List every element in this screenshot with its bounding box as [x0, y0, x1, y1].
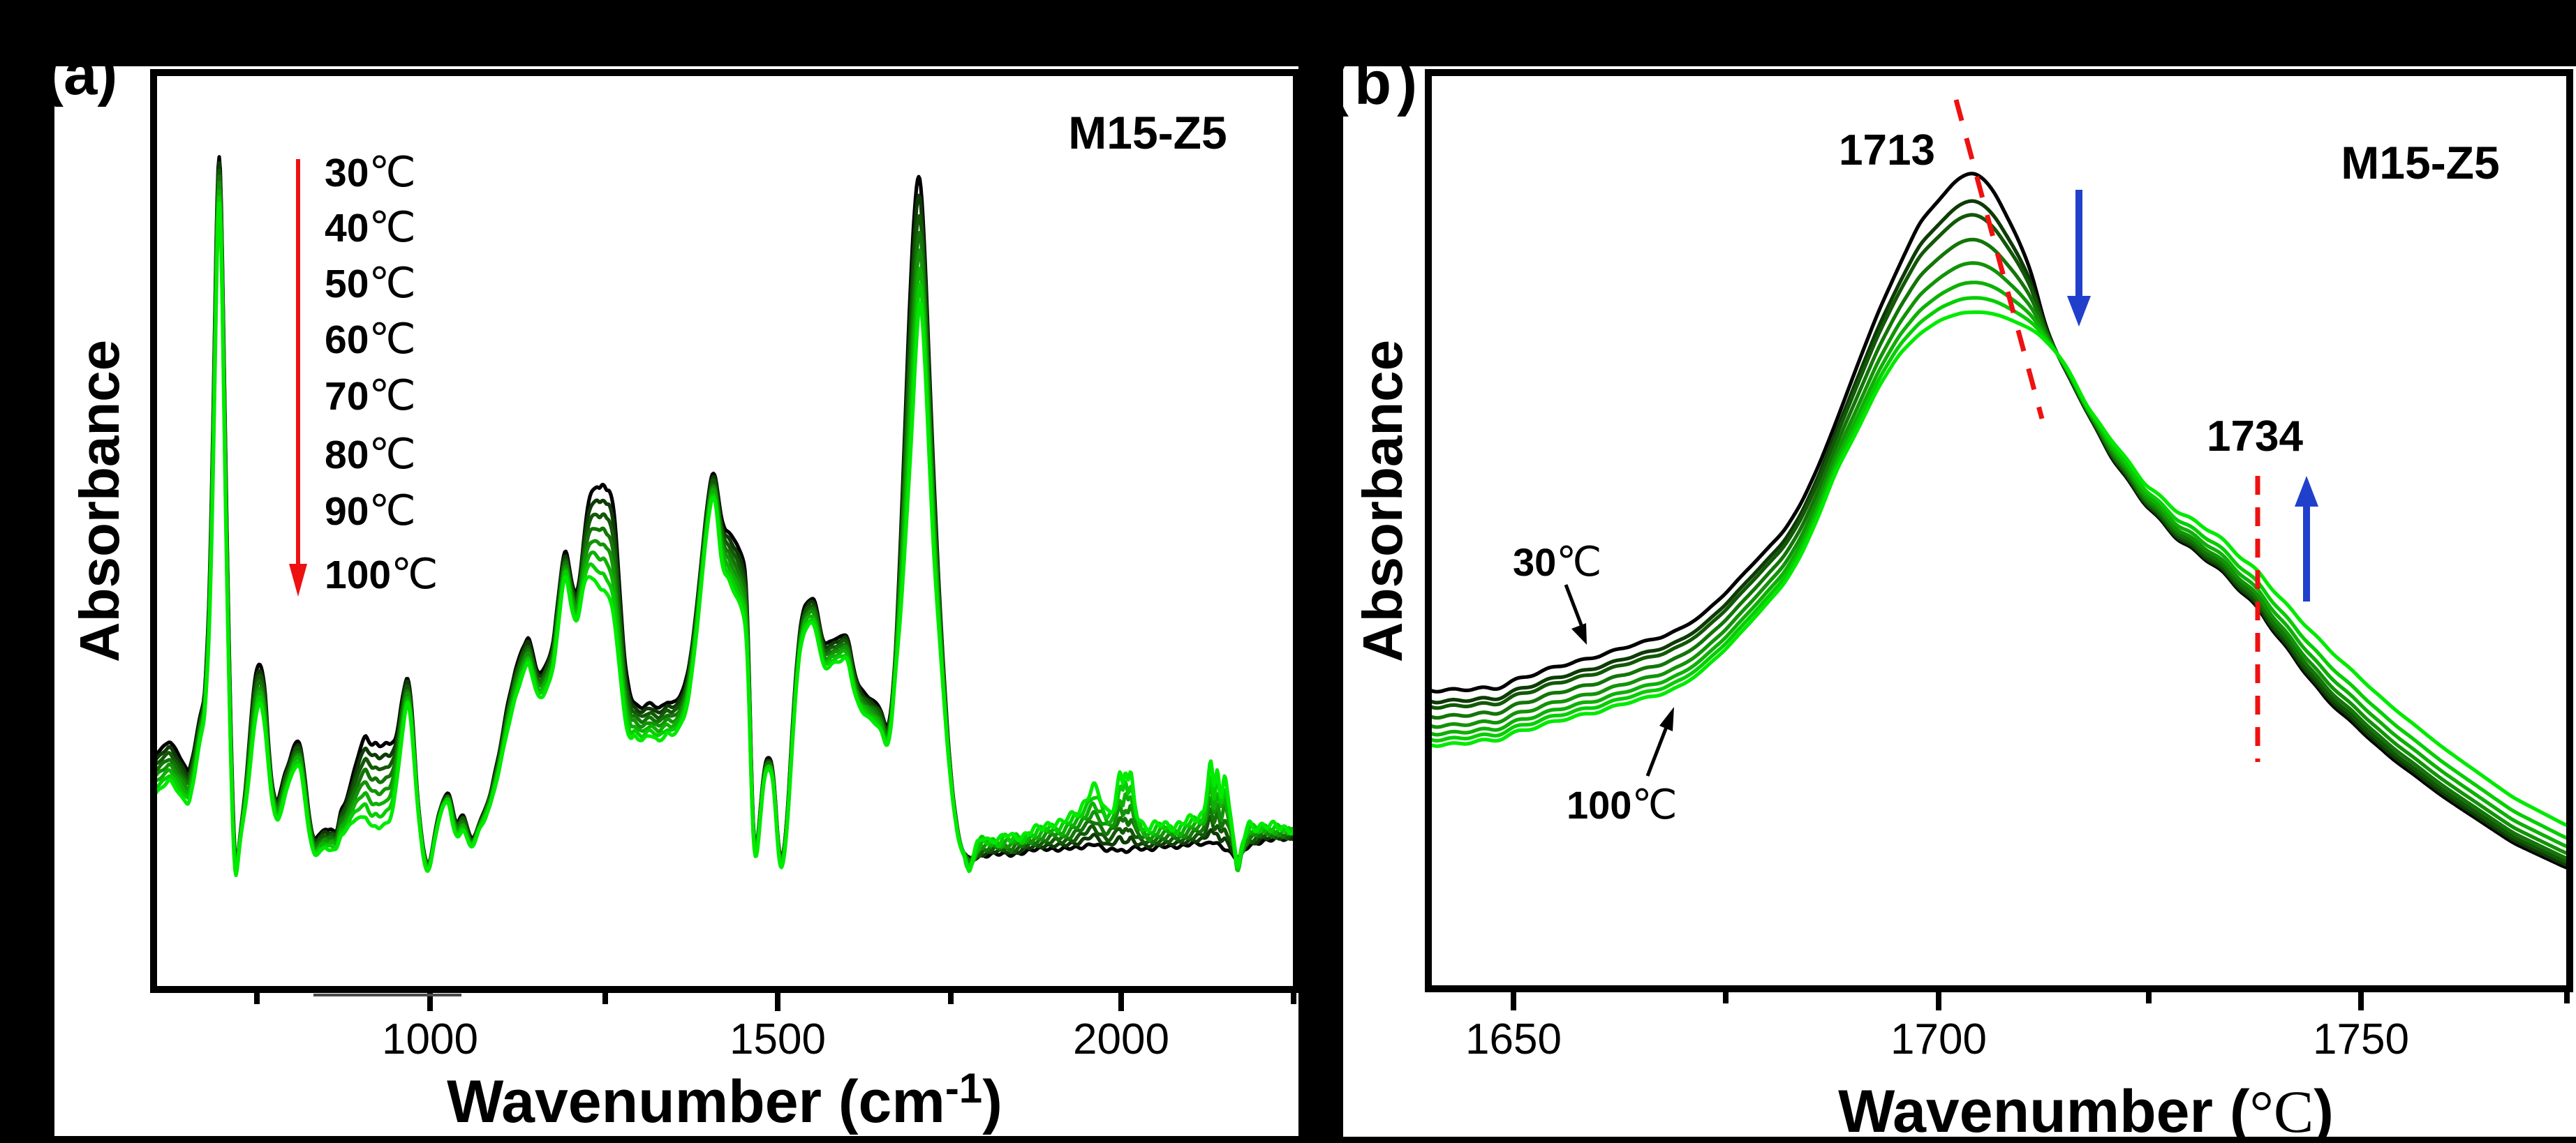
svg-text:Wavenumber (cm-1): Wavenumber (cm-1): [447, 1065, 1002, 1135]
svg-text:80℃: 80℃: [325, 431, 416, 477]
svg-text:70℃: 70℃: [325, 373, 416, 419]
svg-text:40℃: 40℃: [325, 204, 416, 251]
svg-text:M15-Z5: M15-Z5: [1068, 107, 1227, 158]
svg-text:Absorbance: Absorbance: [1352, 340, 1414, 662]
svg-text:Wavenumber (°C): Wavenumber (°C): [1838, 1078, 2334, 1143]
svg-text:1750: 1750: [2313, 1015, 2409, 1063]
svg-text:2000: 2000: [1073, 1015, 1169, 1063]
svg-text:100℃: 100℃: [1567, 782, 1678, 828]
svg-text:1650: 1650: [1465, 1015, 1562, 1063]
svg-text:30℃: 30℃: [1513, 539, 1601, 585]
svg-text:1700: 1700: [1890, 1015, 1987, 1063]
svg-text:30℃: 30℃: [325, 149, 416, 195]
svg-text:90℃: 90℃: [325, 488, 416, 534]
svg-text:100℃: 100℃: [325, 551, 438, 597]
svg-text:Absorbance: Absorbance: [68, 340, 131, 662]
svg-text:60℃: 60℃: [325, 316, 416, 362]
svg-text:M15-Z5: M15-Z5: [2341, 137, 2499, 188]
svg-text:1713: 1713: [1839, 126, 1935, 174]
svg-text:1000: 1000: [382, 1015, 478, 1063]
svg-text:1500: 1500: [730, 1015, 826, 1063]
svg-text:50℃: 50℃: [325, 260, 416, 306]
svg-text:1734: 1734: [2207, 412, 2303, 461]
